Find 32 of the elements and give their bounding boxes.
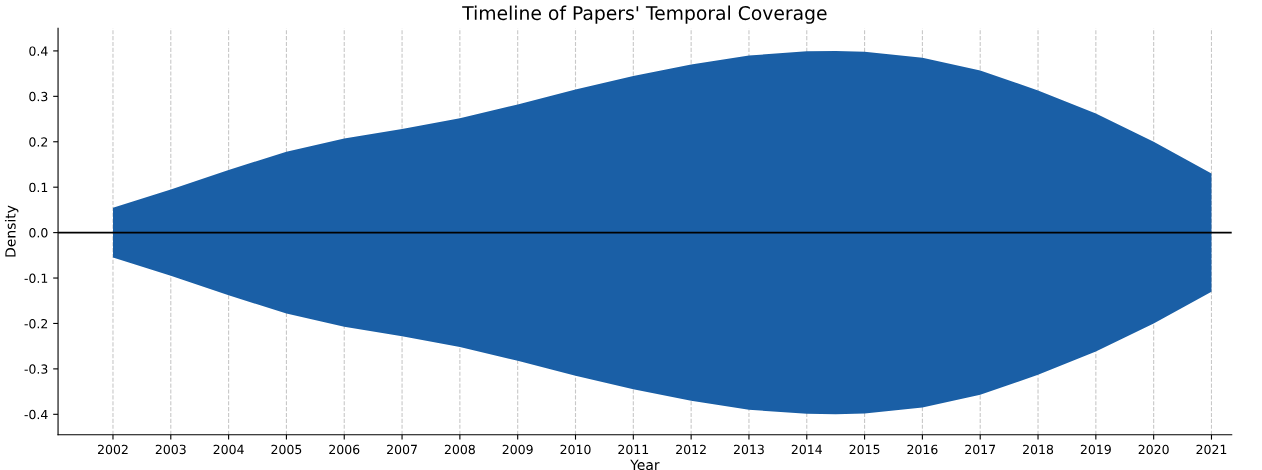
x-tick-label: 2021: [1196, 444, 1227, 455]
x-tick-label: 2009: [502, 444, 533, 455]
x-tick-label: 2010: [560, 444, 591, 455]
x-tick-label: 2002: [97, 444, 128, 455]
x-tick-label: 2019: [1080, 444, 1111, 455]
y-tick-label: -0.3: [24, 364, 48, 374]
chart-title: Timeline of Papers' Temporal Coverage: [462, 5, 827, 24]
x-tick-label: 2013: [733, 444, 764, 455]
y-tick-label: -0.4: [24, 409, 48, 420]
x-axis-title: Year: [630, 459, 660, 470]
x-tick-label: 2016: [907, 444, 938, 455]
x-tick-label: 2014: [791, 444, 822, 455]
x-tick-label: 2011: [618, 444, 649, 455]
x-tick-label: 2008: [444, 444, 475, 455]
y-tick-label: 0.3: [29, 91, 48, 102]
x-tick-label: 2005: [271, 444, 302, 455]
y-tick-label: 0.4: [29, 46, 48, 56]
x-tick-label: 2007: [387, 444, 417, 455]
x-tick-label: 2006: [329, 444, 360, 455]
y-tick-label: 0.1: [29, 182, 48, 193]
y-tick-label: 0.2: [29, 137, 48, 147]
x-tick-label: 2015: [849, 444, 880, 455]
y-tick-label: -0.1: [24, 273, 48, 283]
x-tick-label: 2003: [155, 444, 186, 455]
x-tick-label: 2017: [965, 444, 996, 455]
x-tick-label: 2004: [213, 444, 244, 455]
y-axis-title: Density: [4, 205, 19, 257]
x-tick-label: 2018: [1023, 444, 1054, 455]
x-tick-label: 2020: [1138, 444, 1169, 455]
y-tick-label: -0.2: [24, 318, 48, 329]
y-tick-label: 0.0: [29, 228, 48, 238]
x-tick-label: 2012: [676, 444, 706, 455]
